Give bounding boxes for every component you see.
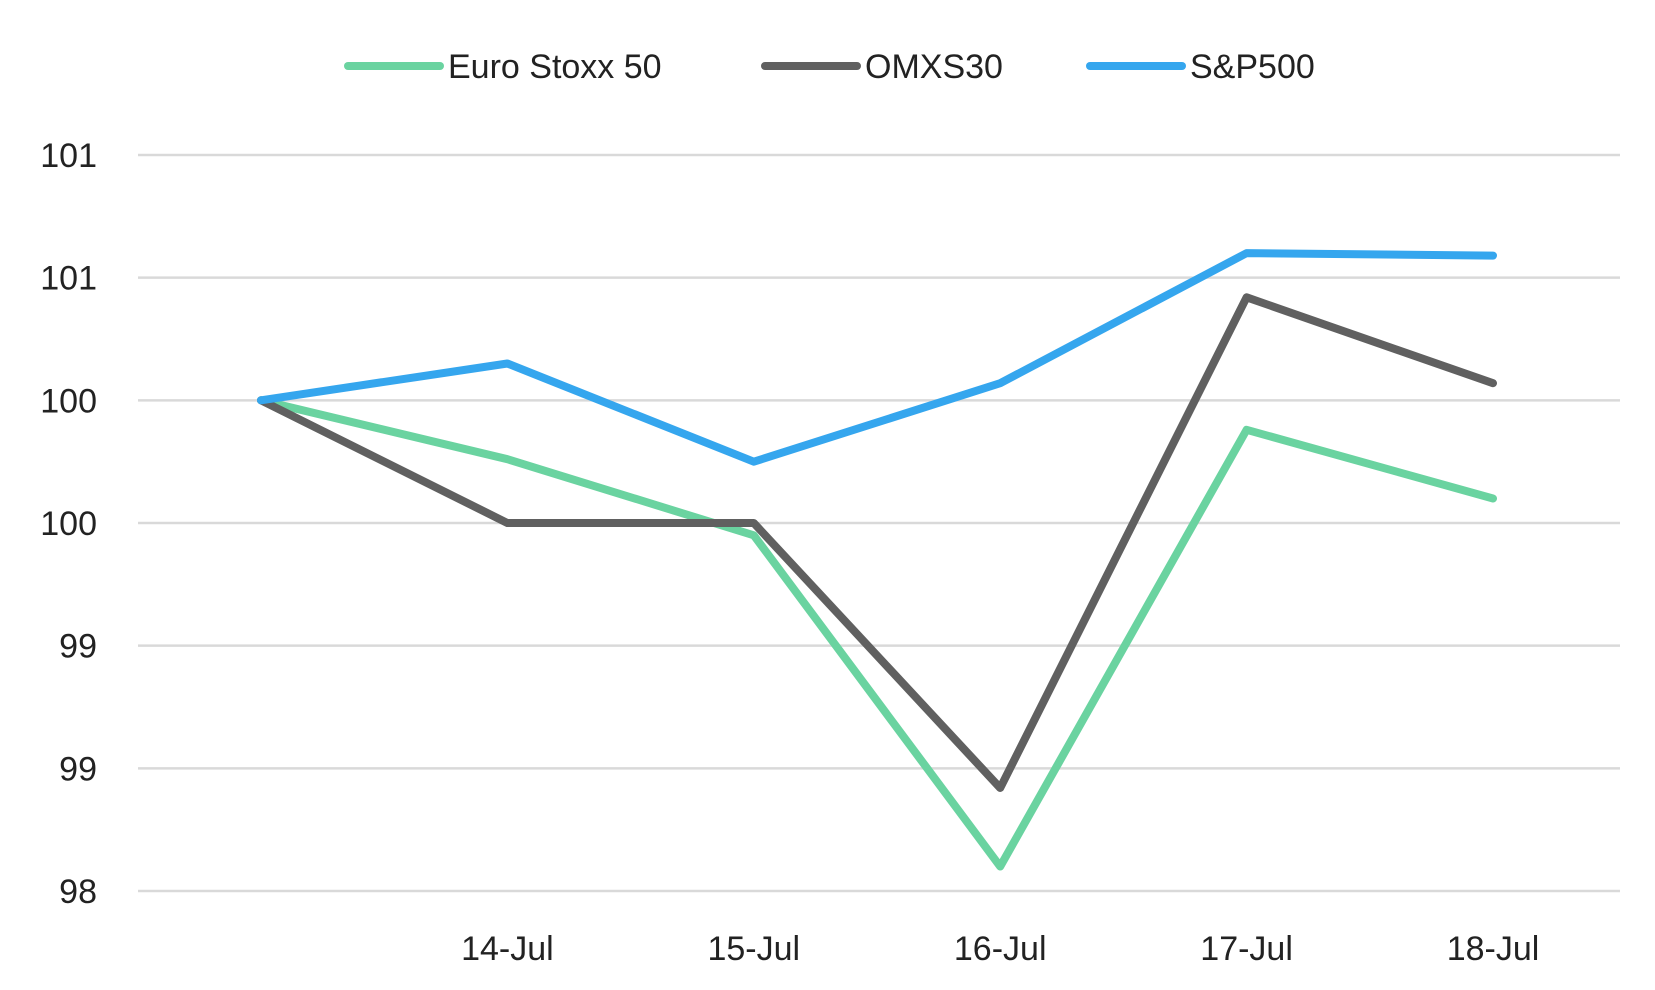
x-tick-label: 16-Jul	[954, 930, 1047, 968]
y-tick-label: 101	[40, 137, 97, 175]
y-tick-label: 99	[59, 750, 97, 788]
legend: Euro Stoxx 50 OMXS30 S&P500	[344, 48, 1315, 86]
legend-label-omxs30: OMXS30	[865, 48, 1003, 86]
x-tick-label: 14-Jul	[461, 930, 554, 968]
legend-label-euro-stoxx-50: Euro Stoxx 50	[448, 48, 662, 86]
y-tick-label: 101	[40, 260, 97, 298]
legend-label-s-p500: S&P500	[1190, 48, 1315, 86]
series-line-euro-stoxx-50	[257, 396, 1497, 871]
series-lines	[257, 249, 1497, 871]
y-tick-label: 100	[40, 382, 97, 420]
gridlines	[138, 153, 1620, 893]
y-tick-label: 99	[59, 628, 97, 666]
x-tick-label: 17-Jul	[1200, 930, 1293, 968]
x-tick-label: 15-Jul	[707, 930, 800, 968]
y-axis-tick-labels: 98 99 99 100 100 101 101	[40, 137, 97, 911]
x-tick-label: 18-Jul	[1447, 930, 1540, 968]
series-line-s-p500	[257, 249, 1497, 466]
y-tick-label: 98	[59, 873, 97, 911]
x-axis-tick-labels: 14-Jul 15-Jul 16-Jul 17-Jul 18-Jul	[461, 930, 1539, 968]
y-tick-label: 100	[40, 505, 97, 543]
series-line-omxs30	[257, 293, 1497, 792]
